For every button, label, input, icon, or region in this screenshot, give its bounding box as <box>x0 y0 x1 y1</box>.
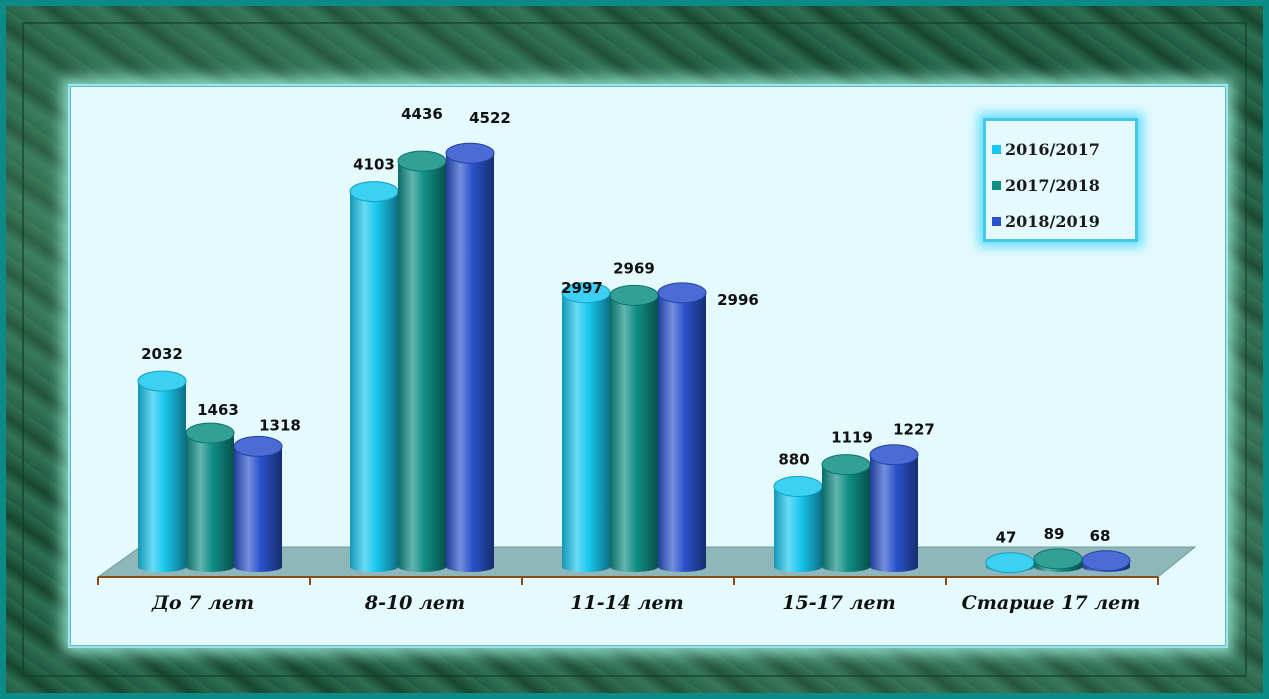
bar-3-1 <box>821 454 871 572</box>
bar-4-2 <box>1081 550 1131 572</box>
value-label-2-0: 2997 <box>561 279 603 297</box>
bar-1-0 <box>349 181 399 572</box>
bar-2-0 <box>561 282 611 572</box>
value-label-2-2: 2996 <box>717 291 759 309</box>
value-label-0-0: 2032 <box>141 345 183 363</box>
legend-label-1: 2017/2018 <box>1005 175 1100 195</box>
bar-0-2 <box>233 435 283 572</box>
value-label-1-0: 4103 <box>353 156 395 174</box>
legend-swatch-1 <box>992 180 1001 190</box>
bar-2-2 <box>657 282 707 572</box>
value-label-2-1: 2969 <box>613 259 655 277</box>
legend-swatch-2 <box>992 216 1001 226</box>
value-label-3-0: 880 <box>778 450 809 468</box>
value-label-3-2: 1227 <box>893 421 935 439</box>
value-label-1-1: 4436 <box>401 105 443 123</box>
legend-item-2: 2018/2019 <box>992 203 1135 239</box>
bar-0-0 <box>137 370 187 572</box>
category-label-2: 11-14 лет <box>570 592 684 614</box>
bar-2-1 <box>609 284 659 572</box>
value-label-0-1: 1463 <box>197 401 239 419</box>
value-label-4-2: 68 <box>1090 527 1111 545</box>
legend-item-1: 2017/2018 <box>992 167 1135 203</box>
category-label-4: Старше 17 лет <box>961 592 1141 614</box>
legend-swatch-0 <box>992 144 1001 154</box>
value-label-4-1: 89 <box>1044 525 1065 543</box>
bar-4-0 <box>985 552 1035 574</box>
legend-label-2: 2018/2019 <box>1005 211 1100 231</box>
category-label-1: 8-10 лет <box>364 592 466 614</box>
legend-label-0: 2016/2017 <box>1005 139 1100 159</box>
category-label-3: 15-17 лет <box>782 592 896 614</box>
bar-4-1 <box>1033 548 1083 572</box>
value-label-4-0: 47 <box>996 529 1017 547</box>
value-label-3-1: 1119 <box>831 429 873 447</box>
bar-1-2 <box>445 142 495 572</box>
value-label-0-2: 1318 <box>259 416 301 434</box>
legend-item-0: 2016/2017 <box>992 131 1135 167</box>
bar-3-2 <box>869 444 919 572</box>
frame-border <box>22 22 1247 677</box>
bar-3-0 <box>773 475 823 572</box>
bar-1-1 <box>397 150 447 572</box>
value-label-1-2: 4522 <box>469 109 511 127</box>
legend: 2016/2017 2017/2018 2018/2019 <box>983 118 1138 242</box>
bar-0-1 <box>185 422 235 572</box>
category-label-0: До 7 лет <box>151 592 255 614</box>
